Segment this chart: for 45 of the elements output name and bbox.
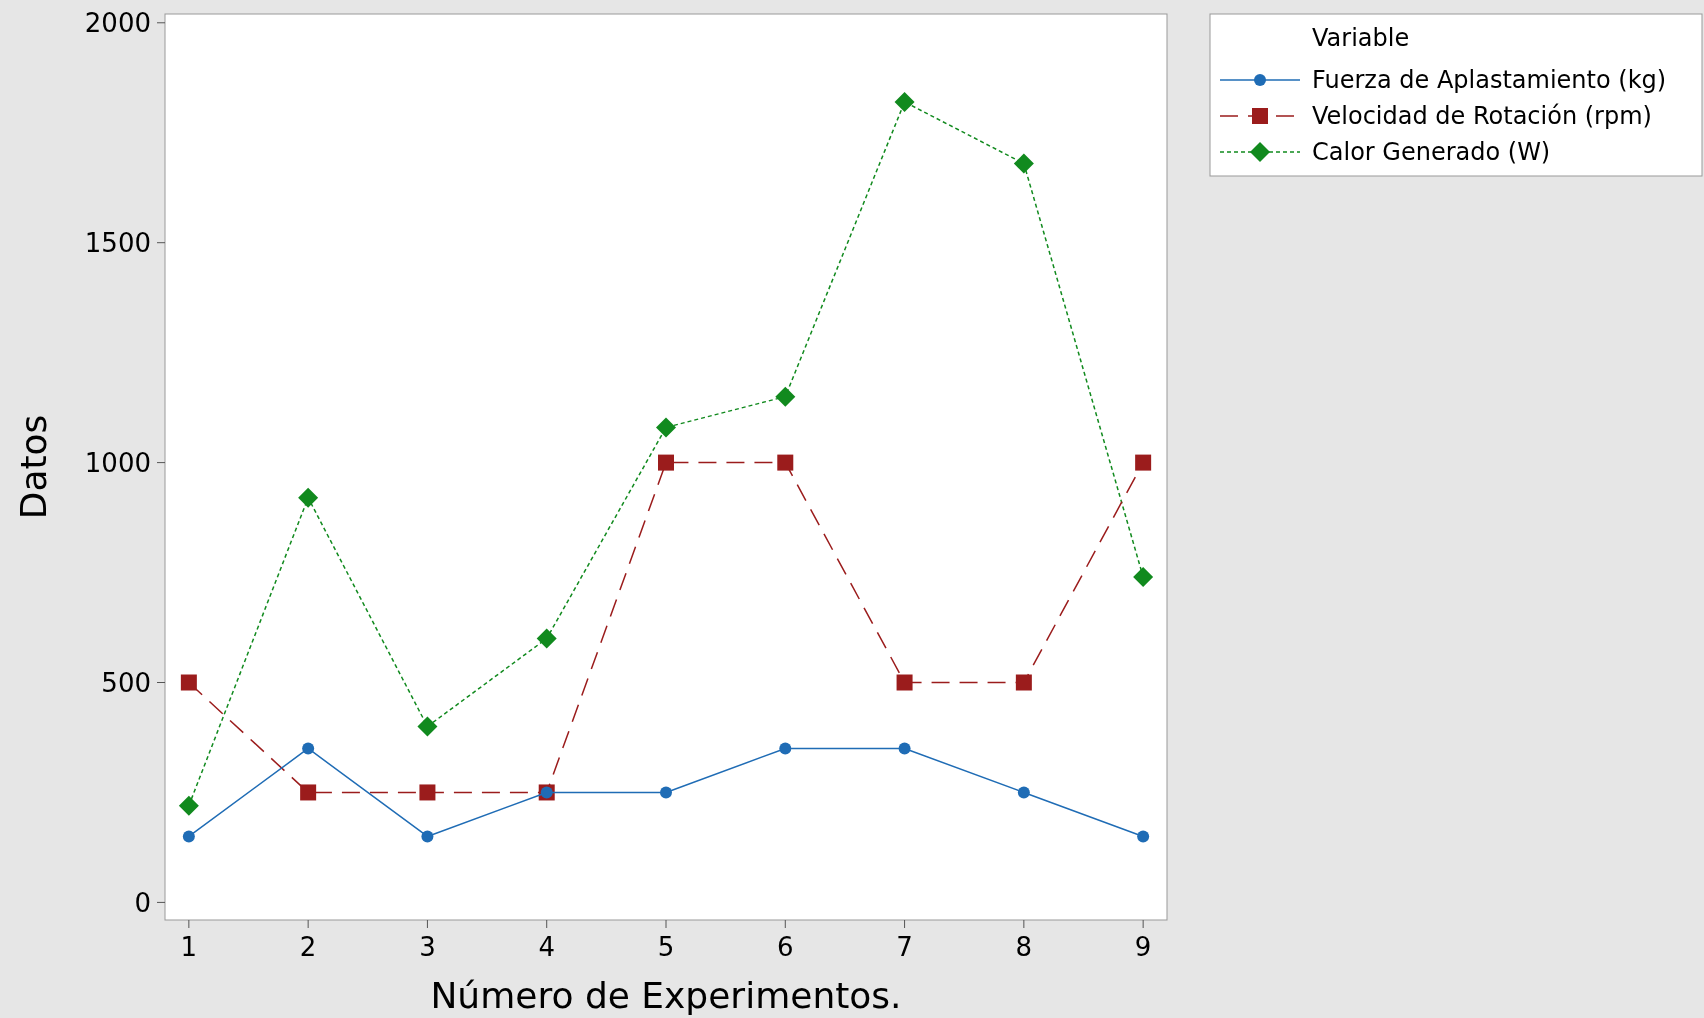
point <box>419 784 436 801</box>
point <box>656 417 676 438</box>
x-axis-title: Número de Experimentos. <box>430 975 902 1016</box>
legend-label: Calor Generado (W) <box>1312 138 1551 167</box>
point <box>302 742 315 755</box>
x-tick-label: 6 <box>777 932 794 962</box>
x-tick-label: 8 <box>1015 932 1033 962</box>
point <box>421 830 434 843</box>
y-tick-label: 2000 <box>84 7 151 38</box>
point <box>1137 830 1150 843</box>
point <box>896 674 913 691</box>
x-tick-label: 3 <box>419 932 436 962</box>
point <box>777 454 794 471</box>
y-tick-label: 0 <box>134 887 151 918</box>
y-tick-label: 500 <box>101 667 151 698</box>
point <box>182 830 195 843</box>
point <box>1013 153 1034 174</box>
point <box>660 786 672 799</box>
point <box>658 454 674 471</box>
point <box>180 674 197 691</box>
point <box>894 91 915 112</box>
x-tick-label: 9 <box>1134 932 1152 962</box>
point <box>417 716 438 737</box>
point <box>898 742 911 755</box>
point <box>536 628 557 649</box>
y-tick-label: 1500 <box>84 227 151 258</box>
point <box>300 784 317 801</box>
y-tick-label: 1000 <box>84 447 151 478</box>
point <box>1017 786 1030 799</box>
x-tick-label: 4 <box>538 932 555 962</box>
x-tick-label: 2 <box>299 932 317 962</box>
point <box>775 386 796 407</box>
point <box>1135 454 1152 471</box>
point <box>178 795 199 816</box>
legend-label: Velocidad de Rotación (rpm) <box>1312 102 1652 131</box>
point <box>779 742 792 755</box>
point <box>1133 566 1154 587</box>
x-tick-label: 5 <box>657 932 675 962</box>
legend-title: Variable <box>1312 24 1410 52</box>
x-tick-label: 7 <box>896 932 913 962</box>
x-tick-label: 1 <box>180 932 198 962</box>
legend-label: Fuerza de Aplastamiento (kg) <box>1312 66 1667 95</box>
y-axis-title: Datos <box>13 414 54 520</box>
point <box>1015 674 1032 691</box>
point <box>298 487 319 508</box>
